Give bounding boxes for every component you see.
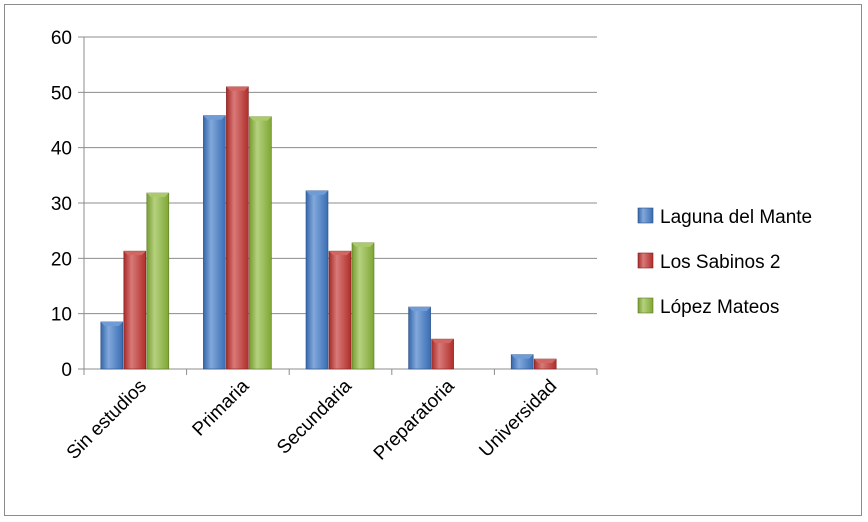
bar [305, 190, 329, 370]
bar [146, 192, 170, 370]
y-tick-label: 20 [51, 249, 72, 270]
legend-label: Los Sabinos 2 [660, 252, 780, 273]
bar-bevel [534, 359, 557, 364]
legend-label: López Mateos [660, 297, 779, 318]
bar-chart: 0 10 20 30 40 50 60 Sin estudios Primaria Secunda… [51, 28, 812, 464]
bar-bevel [511, 354, 534, 359]
x-tick-label: Preparatoria [370, 375, 459, 464]
legend: Laguna del Mante Los Sabinos 2 López Mateo… [637, 207, 812, 318]
bar-bevel [146, 193, 169, 198]
y-tick-label: 10 [51, 305, 72, 326]
bar-bevel [249, 116, 272, 121]
chart-frame: 0 10 20 30 40 50 60 Sin estudios Primaria Secunda… [4, 4, 862, 516]
x-tick-label: Universidad [475, 376, 561, 462]
bar-bevel [226, 86, 249, 91]
bar [328, 250, 352, 370]
legend-label: Laguna del Mante [660, 207, 812, 228]
bar-bevel [431, 339, 454, 344]
y-tick-label: 30 [51, 194, 72, 215]
y-tick-label: 0 [61, 360, 72, 381]
bar [351, 242, 375, 370]
bar-bevel [306, 190, 328, 195]
x-tick-label: Secundaria [273, 375, 356, 458]
bar-bevel [100, 321, 123, 326]
bars [100, 86, 557, 370]
y-tick-label: 40 [51, 139, 72, 160]
legend-swatch [637, 297, 654, 314]
x-tick-label: Sin estudios [63, 376, 151, 464]
bar-bevel [329, 251, 351, 256]
bar [431, 338, 454, 370]
y-tick-label: 60 [51, 28, 72, 49]
grid [84, 36, 597, 315]
bar [123, 250, 147, 370]
bar [408, 306, 431, 370]
bar [100, 321, 124, 370]
legend-swatch [637, 252, 654, 269]
y-tick-label: 50 [51, 83, 72, 104]
bar-bevel [352, 242, 374, 247]
bar-bevel [203, 115, 226, 120]
x-tick-label: Primaria [189, 375, 254, 440]
bar [249, 116, 272, 370]
bar [226, 86, 249, 370]
bar-bevel [408, 307, 431, 312]
bar [203, 115, 226, 370]
legend-swatch [637, 207, 654, 224]
bar-bevel [123, 251, 146, 256]
